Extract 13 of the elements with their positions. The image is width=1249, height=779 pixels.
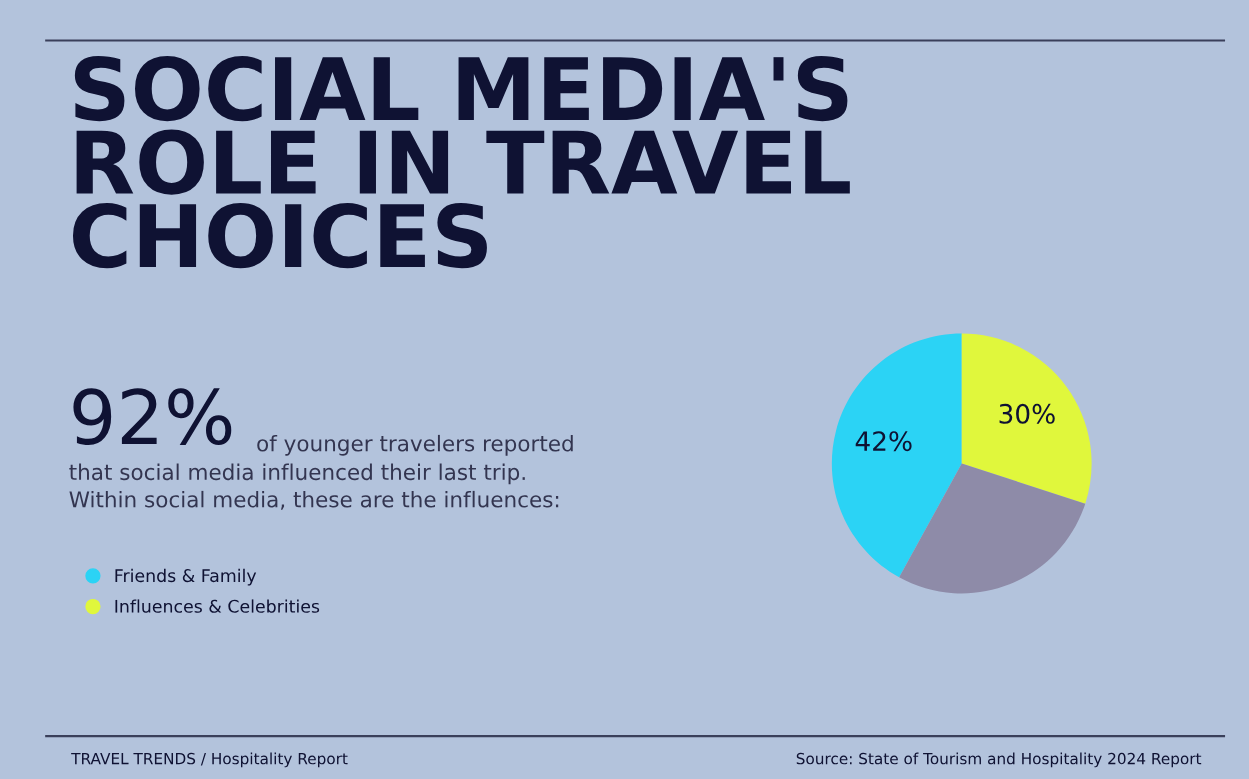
text: TRAVEL TRENDS / Hospitality Report	[71, 752, 348, 768]
text: that social media influenced their last trip. Within social media, these are the influences:	[69, 463, 559, 510]
text: of younger travelers reported	[257, 434, 573, 456]
chart-title: SOCIAL MEDIA'S ROLE IN TRAVEL CHOICES	[72, 56, 850, 269]
text: 92%	[73, 388, 232, 446]
pie-slice	[899, 463, 1086, 594]
source-note: Source: State of Tourism and Hospitality 2024 Report	[796, 752, 1202, 768]
legend-label: Influences & Celebrities	[115, 599, 320, 613]
data-label: 30%	[999, 403, 1055, 424]
data-label: 42%	[855, 431, 912, 452]
legend-label: Friends & Family	[115, 568, 257, 586]
pie-slice	[961, 333, 1092, 504]
pie-slice	[831, 333, 962, 578]
